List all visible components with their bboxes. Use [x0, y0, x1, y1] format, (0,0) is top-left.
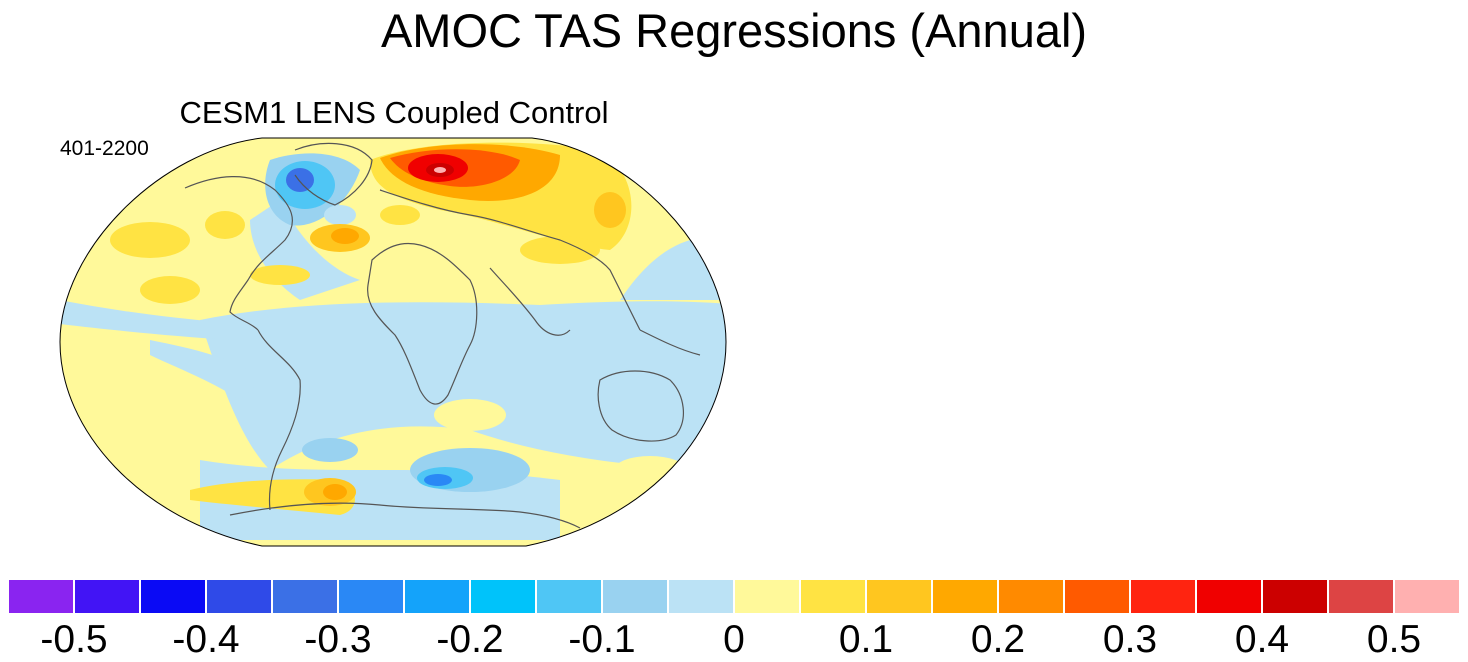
- coastlines: [184, 142, 701, 529]
- colorbar-box: [602, 579, 668, 614]
- colorbar-tick-label: 0: [723, 618, 745, 661]
- colorbar-box: [1196, 579, 1262, 614]
- colorbar-box: [1394, 579, 1460, 614]
- colorbar-box: [206, 579, 272, 614]
- colorbar: [8, 579, 1460, 614]
- colorbar-box: [74, 579, 140, 614]
- colorbar-box: [800, 579, 866, 614]
- colorbar-tick-label: 0.3: [1102, 618, 1158, 661]
- colorbar-box: [998, 579, 1064, 614]
- colorbar-tick-label: 0.2: [970, 618, 1026, 661]
- colorbar-box: [932, 579, 998, 614]
- colorbar-box: [8, 579, 74, 614]
- main-title: AMOC TAS Regressions (Annual): [380, 4, 1088, 57]
- colorbar-tick-label: 0.1: [838, 618, 894, 661]
- colorbar-tick-label: 0.4: [1234, 618, 1290, 661]
- panel-title: CESM1 LENS Coupled Control: [179, 95, 609, 130]
- colorbar-tick-label: -0.1: [568, 618, 636, 661]
- colorbar-box: [1262, 579, 1328, 614]
- colorbar-tick-label: -0.5: [40, 618, 108, 661]
- colorbar-box: [338, 579, 404, 614]
- colorbar-box: [1130, 579, 1196, 614]
- colorbar-box: [668, 579, 734, 614]
- colorbar-tick-label: -0.4: [172, 618, 240, 661]
- colorbar-box: [404, 579, 470, 614]
- colorbar-tick-label: -0.3: [304, 618, 372, 661]
- colorbar-box: [536, 579, 602, 614]
- map-border: [59, 137, 727, 547]
- colorbar-box: [470, 579, 536, 614]
- colorbar-box: [866, 579, 932, 614]
- colorbar-box: [734, 579, 800, 614]
- colorbar-box: [140, 579, 206, 614]
- map-field: [60, 138, 726, 546]
- regression-map: [59, 137, 727, 547]
- colorbar-tick-label: 0.5: [1366, 618, 1422, 661]
- colorbar-box: [1064, 579, 1130, 614]
- colorbar-box: [272, 579, 338, 614]
- colorbar-tick-label: -0.2: [436, 618, 504, 661]
- panel-years-label: 401-2200: [60, 137, 149, 160]
- colorbar-tick-labels: -0.5 -0.4 -0.3 -0.2 -0.1 0 0.1 0.2 0.3 0.4 0.5: [0, 618, 1468, 662]
- colorbar-box: [1328, 579, 1394, 614]
